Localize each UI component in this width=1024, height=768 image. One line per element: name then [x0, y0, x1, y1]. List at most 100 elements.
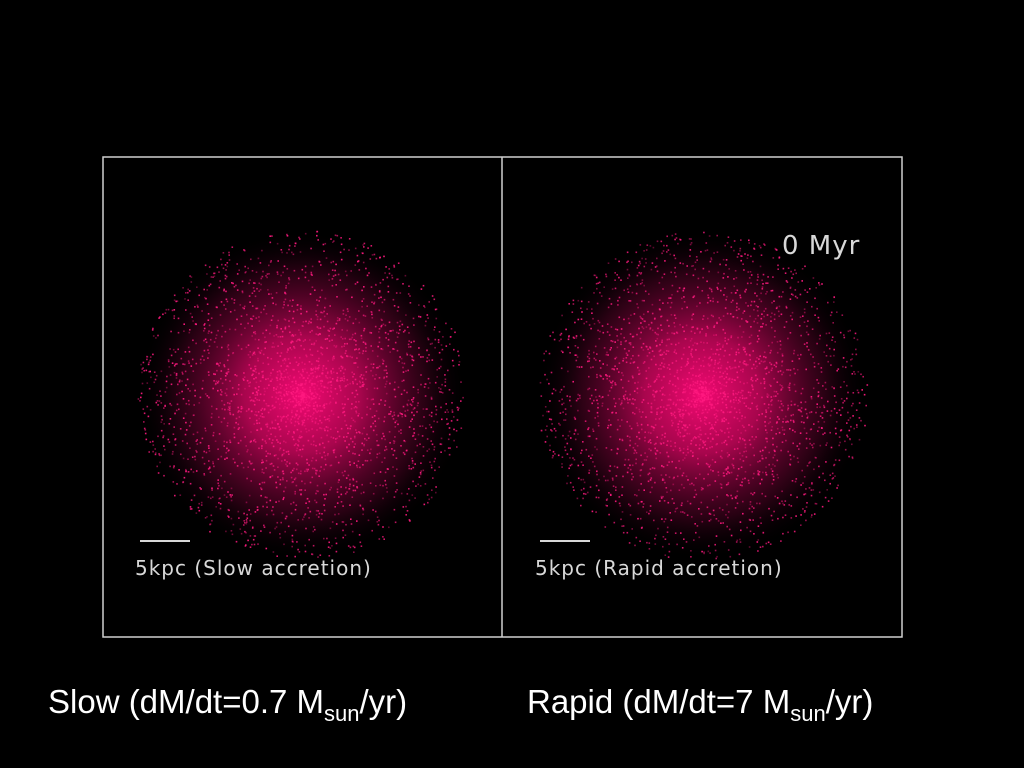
particle [201, 437, 204, 440]
particle [722, 475, 725, 477]
particle [184, 412, 187, 415]
particle [323, 325, 325, 328]
particle [402, 331, 405, 333]
particle [229, 328, 231, 331]
particle [743, 426, 745, 428]
particle [233, 299, 236, 301]
particle [306, 497, 309, 500]
particle [838, 436, 841, 438]
particle [355, 412, 358, 414]
particle [793, 455, 795, 458]
particle [224, 392, 227, 395]
particle [661, 464, 663, 467]
particle [240, 348, 243, 350]
particle [406, 493, 409, 495]
particle [352, 382, 354, 385]
particle [739, 538, 741, 541]
particle [670, 314, 673, 316]
particle [680, 421, 683, 423]
particle [323, 468, 325, 471]
particle [370, 332, 373, 334]
particle [295, 413, 297, 416]
particle [408, 346, 410, 348]
particle [726, 381, 728, 383]
particle [303, 419, 306, 421]
particle [699, 377, 701, 379]
particle [682, 413, 685, 415]
particle [354, 362, 357, 364]
particle [681, 307, 683, 310]
particle [244, 327, 246, 329]
particle [172, 433, 175, 435]
particle [227, 348, 230, 351]
particle [393, 348, 396, 350]
particle [356, 383, 358, 385]
particle [209, 523, 211, 526]
particle [184, 433, 187, 436]
particle [668, 382, 671, 385]
particle [152, 327, 154, 330]
particle [272, 551, 275, 553]
particle [726, 342, 728, 345]
particle [424, 383, 426, 385]
particle [277, 398, 280, 400]
particle [805, 437, 808, 440]
particle [393, 414, 396, 416]
particle [684, 429, 686, 432]
particle [653, 427, 656, 429]
particle [276, 271, 279, 273]
particle [805, 331, 808, 334]
particle [714, 359, 717, 362]
particle [602, 363, 604, 365]
particle [725, 398, 727, 401]
particle [317, 516, 320, 518]
particle [350, 270, 352, 272]
particle [268, 438, 271, 440]
particle [244, 436, 246, 438]
particle [435, 308, 438, 310]
particle [669, 253, 672, 256]
particle [781, 373, 783, 376]
particle [681, 297, 683, 300]
particle [425, 320, 427, 323]
particle [141, 382, 144, 385]
particle [673, 322, 675, 324]
particle [702, 409, 704, 412]
particle [246, 379, 249, 382]
particle [260, 494, 262, 497]
particle [190, 468, 192, 471]
particle [300, 401, 302, 404]
particle [283, 358, 286, 360]
particle [321, 289, 323, 292]
particle [305, 527, 307, 530]
particle [581, 311, 583, 313]
particle [228, 407, 231, 410]
particle [695, 404, 698, 406]
particle [800, 392, 803, 395]
particle [683, 388, 685, 391]
particle [344, 385, 346, 388]
particle [743, 439, 746, 441]
particle [743, 382, 745, 385]
particle [770, 290, 773, 292]
particle [758, 298, 761, 301]
particle [271, 235, 273, 237]
particle [686, 426, 689, 429]
particle [341, 367, 344, 370]
particle [302, 408, 305, 411]
particle [223, 288, 225, 291]
particle [316, 230, 319, 233]
particle [343, 375, 345, 378]
particle [220, 421, 223, 423]
particle [304, 339, 306, 341]
particle [275, 526, 278, 528]
particle [580, 461, 583, 463]
particle [699, 433, 701, 436]
particle [196, 304, 199, 307]
particle [291, 538, 294, 541]
particle [291, 409, 293, 412]
particle [699, 417, 701, 420]
particle [378, 538, 381, 540]
particle [663, 479, 665, 481]
particle [643, 361, 646, 363]
